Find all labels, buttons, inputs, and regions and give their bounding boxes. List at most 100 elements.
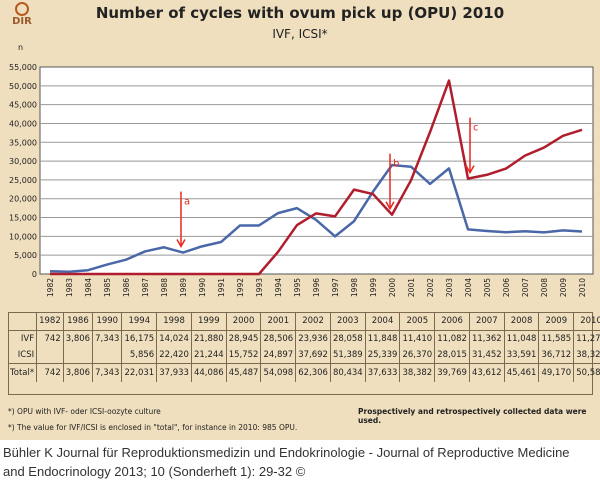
x-tick-label: 2003 bbox=[445, 278, 454, 297]
table-cell: 38,382 bbox=[399, 363, 435, 382]
table-cell: 21,880 bbox=[190, 330, 227, 347]
table-cell: 22,031 bbox=[121, 363, 157, 382]
header-cell: 1999 bbox=[190, 312, 227, 331]
header-cell: 2005 bbox=[399, 312, 435, 331]
table-cell: 25,339 bbox=[364, 347, 400, 364]
table-cell: 23,936 bbox=[295, 330, 331, 347]
x-tick-label: 1991 bbox=[217, 278, 226, 297]
table-cell: 15,752 bbox=[225, 347, 261, 364]
header-cell: 2007 bbox=[468, 312, 505, 331]
table-cell bbox=[92, 347, 122, 364]
x-tick-label: 1996 bbox=[312, 278, 321, 297]
table-cell: 11,278 bbox=[573, 330, 600, 347]
x-tick-label: 2005 bbox=[483, 278, 492, 297]
table-cell: 11,362 bbox=[468, 330, 505, 347]
table-cell: 50,583 bbox=[573, 363, 600, 382]
x-tick-label: 1994 bbox=[274, 278, 283, 297]
table-cell: 39,769 bbox=[434, 363, 470, 382]
x-tick-label: 1998 bbox=[350, 278, 359, 297]
table-cell: 24,897 bbox=[260, 347, 296, 364]
x-tick-label: 1982 bbox=[46, 278, 55, 297]
table-cell: 11,585 bbox=[538, 330, 574, 347]
x-tick-label: 1983 bbox=[65, 278, 74, 297]
x-tick-label: 2007 bbox=[521, 278, 530, 297]
table-cell: 3,806 bbox=[62, 330, 93, 347]
footnote-1: *) OPU with IVF- oder ICSI-oozyte cultur… bbox=[8, 407, 161, 416]
y-tick-label: 50,000 bbox=[9, 82, 37, 91]
header-cell: 2008 bbox=[503, 312, 539, 331]
table-cell: 742 bbox=[36, 363, 64, 382]
table-cell: 16,175 bbox=[121, 330, 157, 347]
table-cell: 37,933 bbox=[156, 363, 192, 382]
annotation-label: c bbox=[473, 123, 479, 134]
x-tick-label: 1986 bbox=[122, 278, 131, 297]
table-cell: 43,612 bbox=[468, 363, 505, 382]
table-cell: 51,389 bbox=[329, 347, 366, 364]
header-cell: 1994 bbox=[121, 312, 157, 331]
table-cell: 44,086 bbox=[190, 363, 227, 382]
x-tick-label: 1990 bbox=[198, 278, 207, 297]
table-cell: 80,434 bbox=[329, 363, 366, 382]
table-cell: 28,945 bbox=[225, 330, 261, 347]
x-tick-label: 1997 bbox=[331, 278, 340, 297]
table-cell: 38,320 bbox=[573, 347, 600, 364]
header-cell bbox=[8, 312, 37, 331]
table-header-row: 1982 1986 1990 1994 1998 1999 2000 2001 2002 2003… bbox=[8, 312, 600, 331]
header-cell: 2004 bbox=[364, 312, 400, 331]
table-cell: 45,487 bbox=[225, 363, 261, 382]
header-cell: 1986 bbox=[62, 312, 93, 331]
table-cell: 742 bbox=[36, 330, 64, 347]
x-tick-label: 2004 bbox=[464, 278, 473, 297]
table-cell: 45,461 bbox=[503, 363, 539, 382]
annotation-label: b bbox=[393, 159, 399, 170]
y-tick-label: 0 bbox=[32, 270, 37, 279]
table-cell: 28,015 bbox=[434, 347, 470, 364]
header-cell: 2001 bbox=[260, 312, 296, 331]
y-tick-label: 15,000 bbox=[9, 214, 37, 223]
table-cell: 21,244 bbox=[190, 347, 227, 364]
data-table: 1982 1986 1990 1994 1998 1999 2000 2001 2002 2003… bbox=[8, 312, 600, 382]
y-tick-label: 20,000 bbox=[9, 195, 37, 204]
table-cell bbox=[36, 347, 64, 364]
table-cell bbox=[62, 347, 93, 364]
arrow-head bbox=[176, 239, 186, 249]
table-cell: 14,024 bbox=[156, 330, 192, 347]
table-cell: 37,692 bbox=[295, 347, 331, 364]
table-cell: 62,306 bbox=[295, 363, 331, 382]
x-tick-label: 1988 bbox=[160, 278, 169, 297]
table-cell: 11,848 bbox=[364, 330, 400, 347]
table-cell: 54,098 bbox=[260, 363, 296, 382]
table-cell: 11,410 bbox=[399, 330, 435, 347]
x-tick-label: 2008 bbox=[540, 278, 549, 297]
y-tick-label: 40,000 bbox=[9, 119, 37, 128]
x-tick-label: 2002 bbox=[426, 278, 435, 297]
plot-area bbox=[39, 66, 594, 275]
table-cell: 26,370 bbox=[399, 347, 435, 364]
table-row: IVF 742 3,806 7,343 16,175 14,024 21,880 28,945… bbox=[8, 330, 600, 347]
y-tick-label: 45,000 bbox=[9, 101, 37, 110]
x-tick-label: 1985 bbox=[103, 278, 112, 297]
table-cell: 37,633 bbox=[364, 363, 400, 382]
y-tick-label: 10,000 bbox=[9, 232, 37, 241]
table-cell: 31,452 bbox=[468, 347, 505, 364]
row-label: ICSI bbox=[17, 350, 35, 360]
x-tick-label: 2006 bbox=[502, 278, 511, 297]
table-cell: 36,712 bbox=[538, 347, 574, 364]
chart-subtitle: IVF, ICSI* bbox=[272, 27, 328, 41]
x-tick-label: 1999 bbox=[369, 278, 378, 297]
table-cell: 5,856 bbox=[121, 347, 157, 364]
header-cell: 1982 bbox=[36, 312, 64, 331]
x-tick-label: 2010 bbox=[578, 278, 587, 297]
x-tick-label: 2009 bbox=[559, 278, 568, 297]
x-tick-label: 1989 bbox=[179, 278, 188, 297]
table-cell: 22,420 bbox=[156, 347, 192, 364]
header-cell: 1990 bbox=[92, 312, 122, 331]
table-row: ICSI 5,856 22,420 21,244 15,752 24,897 37,692 5… bbox=[8, 347, 600, 364]
header-cell: 2006 bbox=[434, 312, 470, 331]
table-cell: 28,058 bbox=[329, 330, 366, 347]
header-cell: 2003 bbox=[329, 312, 366, 331]
citation: Bühler K Journal für Reproduktionsmedizi… bbox=[3, 445, 570, 479]
footnote-3: Prospectively and retrospectively collec… bbox=[358, 407, 587, 425]
x-tick-label: 1984 bbox=[84, 278, 93, 297]
y-axis-label: n bbox=[18, 43, 24, 52]
